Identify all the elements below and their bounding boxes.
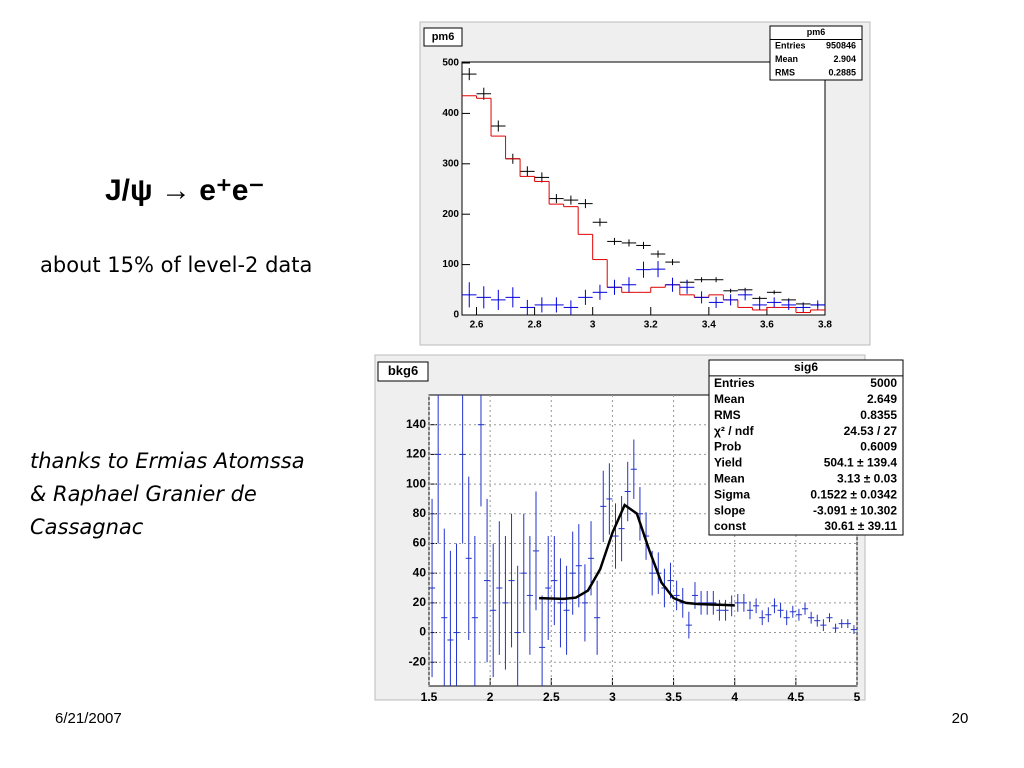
x-tick-label: 2.8 [528,320,542,331]
stats-label: Mean [775,54,798,64]
stats-box [708,359,904,536]
stats-value: 0.8355 [860,408,897,422]
y-tick-label: 40 [413,565,427,579]
stats-value: 30.61 ± 39.11 [824,519,897,533]
x-tick-label: 3.5 [665,690,682,704]
stats-label: Yield [714,456,742,470]
x-tick-label: 2.5 [543,690,560,704]
stats-box [769,25,863,81]
x-tick-label: 4.5 [788,690,805,704]
stats-label: Sigma [714,487,750,501]
x-tick-label: 3 [590,320,596,331]
title-box [423,27,463,47]
x-tick-label: 3 [609,690,616,704]
stats-value: 504.1 ± 139.4 [824,456,898,470]
y-tick-label: 100 [442,259,459,270]
y-tick-label: 0 [453,310,459,321]
y-tick-label: 500 [442,58,459,69]
x-tick-label: 2.6 [470,320,484,331]
stats-label: Mean [714,471,745,485]
stats-label: RMS [775,68,795,78]
stats-value: 3.13 ± 0.03 [837,471,897,485]
stats-value: 2.904 [833,54,856,64]
stats-label: RMS [714,408,741,422]
histogram-title: pm6 [432,31,455,43]
histogram-title: bkg6 [388,363,418,378]
stats-label: Prob [714,440,741,454]
stats-label: χ² / ndf [714,424,755,438]
stats-label: Mean [714,392,745,406]
stats-value: 0.6009 [860,440,897,454]
page-number: 20 [952,710,969,727]
stats-value: 0.1522 ± 0.0342 [810,487,897,501]
x-tick-label: 1.5 [421,690,438,704]
x-tick-label: 3.6 [760,320,774,331]
credit-line: Cassagnac [30,515,144,539]
credit-line: thanks to Ermias Atomssa [30,449,305,473]
x-tick-label: 4 [731,690,738,704]
x-tick-label: 2 [487,690,494,704]
date: 6/21/2007 [55,710,122,727]
y-tick-label: 80 [413,506,427,520]
y-tick-label: 120 [406,447,426,461]
y-tick-label: 100 [406,476,426,490]
x-tick-label: 3.8 [818,320,832,331]
stats-label: slope [714,503,746,517]
stats-title: sig6 [794,360,818,374]
fit-curve [539,503,735,607]
y-tick-label: 60 [413,536,427,550]
stats-label: const [714,519,746,533]
stats-value: 2.649 [867,392,897,406]
x-tick-label: 3.2 [644,320,658,331]
y-tick-label: -20 [409,654,427,668]
x-tick-label: 5 [854,690,861,704]
x-tick-label: 3.4 [702,320,716,331]
y-tick-label: 140 [406,417,426,431]
plot-area [462,68,825,315]
credit-line: & Raphael Granier de [30,482,257,506]
title-box [377,361,429,382]
stats-label: Entries [714,376,755,390]
y-tick-label: 0 [419,625,426,639]
stats-value: -3.091 ± 10.302 [813,503,897,517]
y-tick-label: 400 [442,108,459,119]
stats-label: Entries [775,41,806,51]
stats-value: 0.2885 [828,68,856,78]
y-tick-label: 20 [413,595,427,609]
slide-subtitle: about 15% of level-2 data [40,253,312,277]
stats-title: pm6 [807,27,826,37]
y-tick-label: 300 [442,158,459,169]
y-tick-label: 200 [442,209,459,220]
stats-value: 950846 [826,41,856,51]
slide-title: J/ψ → e⁺e⁻ [105,174,264,207]
plot-area [429,395,857,686]
stats-value: 5000 [870,376,897,390]
stats-value: 24.53 / 27 [844,424,898,438]
